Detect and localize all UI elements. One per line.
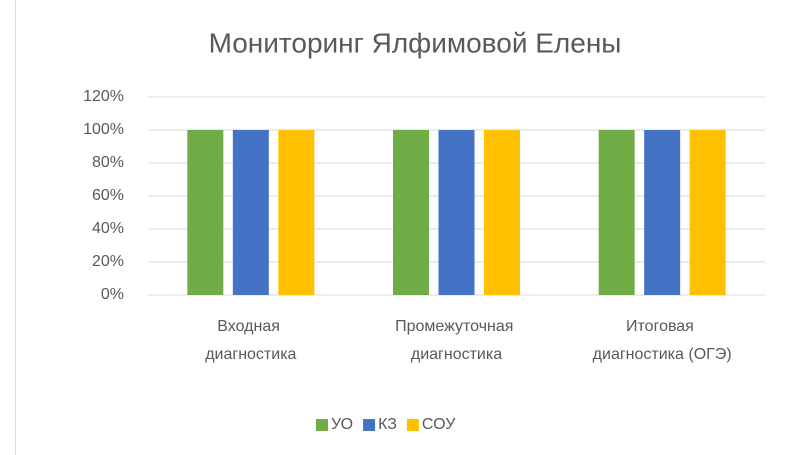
bar (232, 130, 269, 295)
y-tick-label: 20% (92, 253, 124, 270)
chart-title: Мониторинг Ялфимовой Елены (209, 27, 622, 58)
bar (278, 130, 315, 295)
y-tick-label: 0% (101, 286, 124, 303)
x-tick-label: Промежуточная диагностика (395, 318, 518, 363)
x-tick-label: Входная диагностика (205, 318, 296, 363)
y-tick-label: 40% (92, 220, 124, 237)
legend-swatch (363, 419, 376, 431)
legend-label: УО (331, 416, 353, 433)
bar (644, 130, 681, 295)
bar (187, 130, 224, 295)
y-tick-label: 60% (92, 187, 124, 204)
bar (438, 130, 475, 295)
bar (598, 130, 635, 295)
legend-swatch (316, 419, 328, 431)
x-tick-label: Итоговая диагностика (ОГЭ) (593, 318, 732, 363)
bar (689, 130, 726, 295)
y-tick-label: 120% (83, 88, 124, 105)
legend-label: СОУ (422, 416, 456, 433)
legend-label: КЗ (378, 416, 397, 433)
legend-swatch (406, 419, 419, 431)
y-tick-label: 100% (83, 121, 124, 138)
y-tick-label: 80% (92, 154, 124, 171)
bar (484, 130, 520, 295)
bar (393, 130, 429, 295)
